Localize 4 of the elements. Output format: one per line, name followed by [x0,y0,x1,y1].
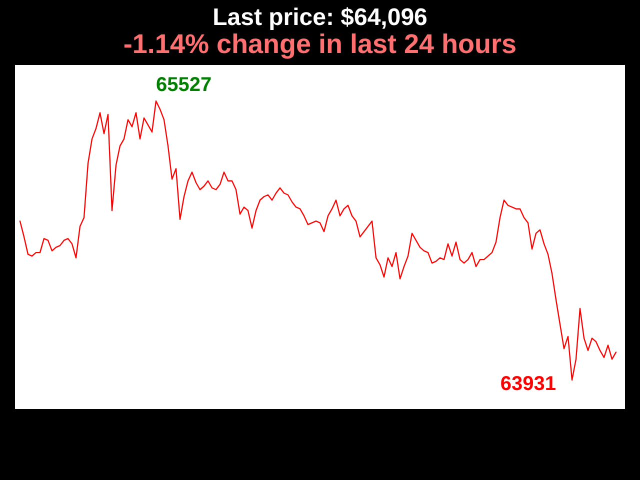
data-label: 63931 [500,373,556,395]
data-label: 65527 [156,74,212,96]
chart-title: Last price: $64,096 [212,4,428,31]
chart-subtitle: -1.14% change in last 24 hours [123,29,517,59]
